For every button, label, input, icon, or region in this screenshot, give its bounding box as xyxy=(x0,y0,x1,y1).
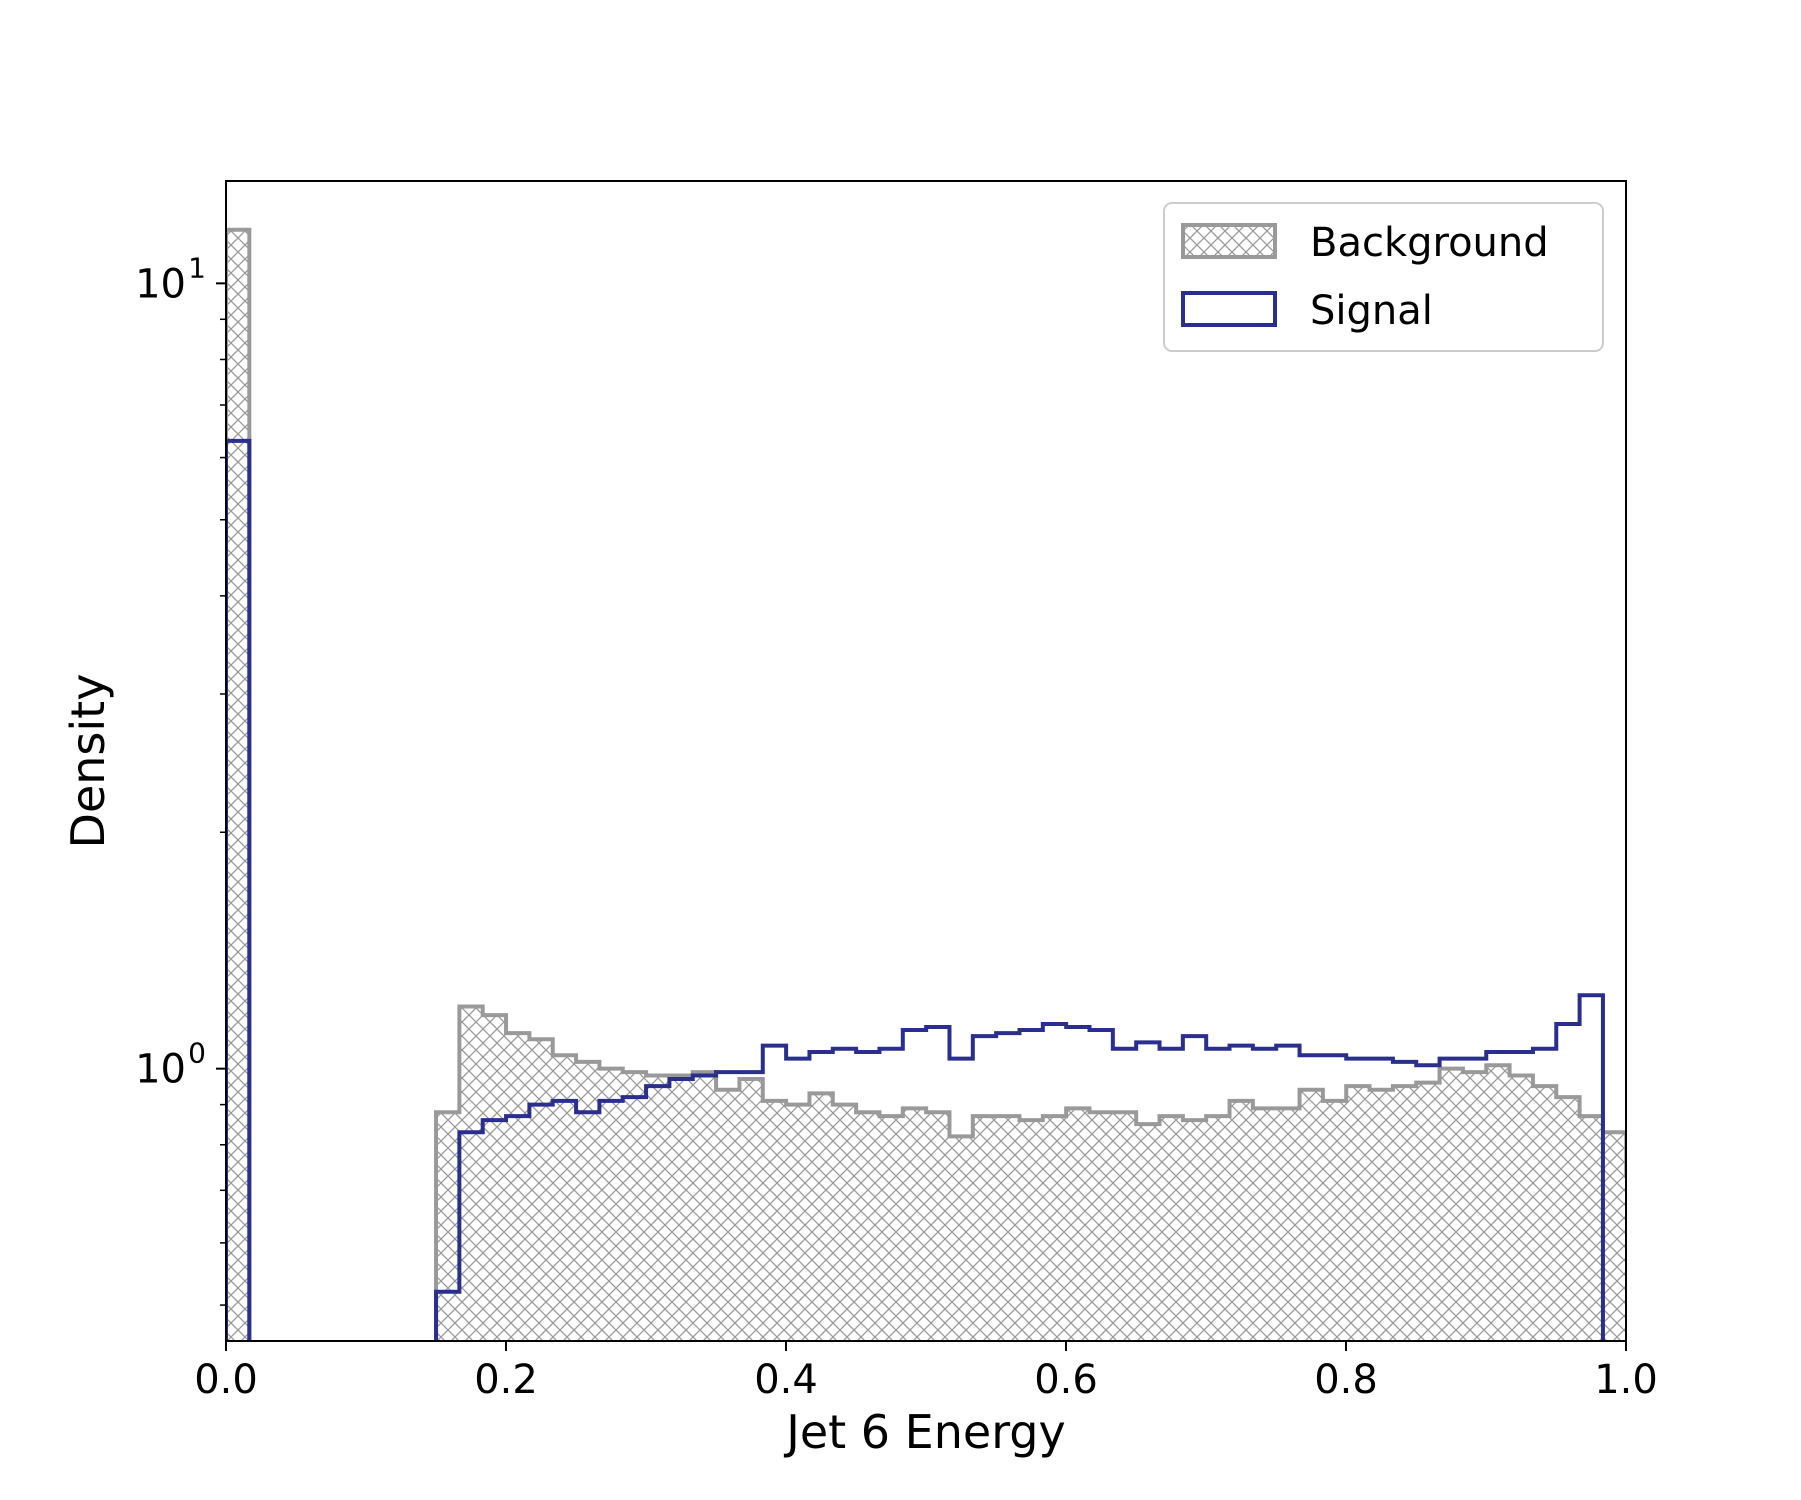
background-bar xyxy=(1439,1068,1464,1341)
background-bar xyxy=(226,229,250,1341)
signal-step-outline xyxy=(226,438,1605,1341)
background-bar xyxy=(739,1079,764,1341)
background-bar xyxy=(622,1072,647,1341)
background-bar xyxy=(1112,1112,1137,1341)
background-bar xyxy=(669,1075,694,1341)
x-tick-label: 0.2 xyxy=(474,1357,538,1403)
background-bar xyxy=(1579,1116,1604,1341)
background-bar xyxy=(459,1006,484,1341)
background-bar xyxy=(576,1061,600,1341)
background-bar xyxy=(1322,1100,1347,1341)
plot-area xyxy=(226,227,1650,1341)
background-step-outline xyxy=(226,227,1626,1341)
x-tick-label: 1.0 xyxy=(1594,1357,1658,1403)
background-bar xyxy=(809,1093,834,1341)
background-bar xyxy=(599,1068,624,1341)
background-bar xyxy=(482,1015,507,1341)
background-bar xyxy=(1392,1086,1417,1341)
background-bar xyxy=(832,1104,857,1341)
background-bar xyxy=(926,1112,950,1341)
background-bar xyxy=(716,1089,740,1341)
legend-swatch-signal xyxy=(1181,291,1277,327)
background-bar xyxy=(1462,1072,1487,1341)
background-bar xyxy=(646,1075,670,1341)
legend-label-signal: Signal xyxy=(1310,288,1433,334)
background-bar xyxy=(1159,1116,1184,1341)
background-bar xyxy=(902,1108,927,1341)
legend-label-background: Background xyxy=(1310,220,1549,266)
background-bar xyxy=(1369,1089,1394,1341)
y-tick-label: 10 xyxy=(135,1047,186,1093)
background-bar xyxy=(1532,1086,1557,1341)
background-bar xyxy=(1252,1108,1277,1341)
background-bar xyxy=(1206,1116,1231,1341)
y-axis-label: Density xyxy=(61,674,115,849)
background-bar xyxy=(972,1116,997,1341)
x-tick-label: 0.8 xyxy=(1314,1357,1378,1403)
background-bar xyxy=(996,1116,1020,1341)
background-bar xyxy=(1229,1100,1254,1341)
background-bar xyxy=(762,1100,787,1341)
background-bar xyxy=(1066,1108,1091,1341)
background-histogram xyxy=(226,229,1650,1341)
background-bar xyxy=(786,1104,810,1341)
background-bar xyxy=(1019,1120,1044,1341)
legend-swatch-background xyxy=(1181,223,1277,259)
background-bar xyxy=(1276,1108,1301,1341)
x-tick-label: 0.0 xyxy=(194,1357,258,1403)
background-bar xyxy=(1416,1082,1441,1341)
background-bar xyxy=(529,1039,554,1341)
background-bar xyxy=(1556,1097,1581,1341)
y-tick-exponent: 1 xyxy=(188,251,206,284)
x-axis-label: Jet 6 Energy xyxy=(783,1405,1065,1459)
x-tick-label: 0.6 xyxy=(1034,1357,1098,1403)
background-bar xyxy=(1486,1065,1511,1341)
x-axis-ticks: 0.0 0.2 0.4 0.6 0.8 1.0 xyxy=(194,1341,1658,1403)
background-bar xyxy=(1299,1089,1324,1341)
background-bar xyxy=(1089,1112,1114,1341)
background-bar xyxy=(1626,1176,1650,1341)
background-bar xyxy=(506,1033,530,1341)
legend: Background Signal xyxy=(1163,202,1604,352)
background-bar xyxy=(692,1072,717,1341)
background-bar xyxy=(1182,1120,1207,1341)
x-tick-label: 0.4 xyxy=(754,1357,818,1403)
background-bar xyxy=(1136,1124,1161,1341)
background-bar xyxy=(879,1116,904,1341)
background-bar xyxy=(949,1136,974,1341)
background-bar xyxy=(436,1112,460,1341)
y-tick-label: 10 xyxy=(135,261,186,307)
background-bar xyxy=(1346,1086,1371,1341)
background-bar xyxy=(1602,1132,1626,1341)
background-bar xyxy=(856,1112,880,1341)
background-bar xyxy=(1509,1075,1534,1341)
background-bar xyxy=(552,1055,577,1341)
background-bar xyxy=(1042,1116,1067,1341)
axes-frame xyxy=(225,180,1627,1342)
y-tick-exponent: 0 xyxy=(188,1037,206,1070)
